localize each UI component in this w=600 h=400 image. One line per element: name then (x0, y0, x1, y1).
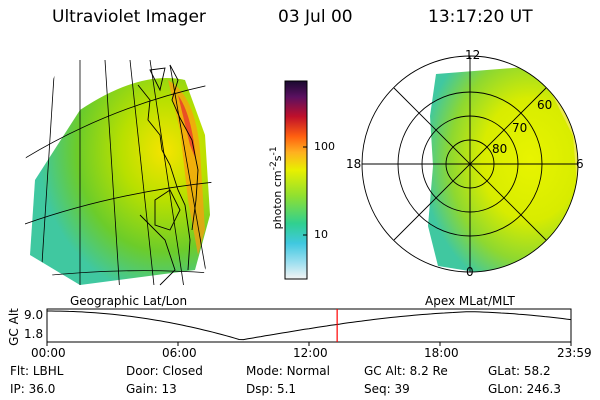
polar-plot (361, 55, 579, 273)
colorbar-tick-10: 10 (314, 228, 328, 241)
apex-projection-label: Apex MLat/MLT (425, 294, 515, 308)
geographic-image (25, 60, 215, 286)
altitude-plot (46, 308, 572, 346)
altitude-xtick-1800: 18:00 (424, 346, 459, 360)
app-title: Ultraviolet Imager (52, 7, 206, 27)
colorbar-tick-100: 100 (314, 140, 335, 153)
mlt-label-18: 18 (346, 157, 362, 171)
altitude-xtick-2359: 23:59 (557, 346, 592, 360)
info-door: Door: Closed (126, 364, 203, 378)
altitude-ytick-bottom: 1.8 (24, 327, 44, 341)
mlt-label-12: 12 (465, 48, 481, 62)
altitude-xtick-0000: 00:00 (31, 346, 66, 360)
mlt-label-6: 6 (576, 157, 584, 171)
info-seq: Seq: 39 (364, 382, 410, 396)
date-label: 03 Jul 00 (278, 7, 353, 27)
colorbar (284, 80, 308, 280)
info-ip: IP: 36.0 (10, 382, 56, 396)
info-glon: GLon: 246.3 (488, 382, 561, 396)
colorbar-unit-label: photon cm-2s-1 (268, 146, 284, 230)
altitude-ylabel: GC Alt (6, 308, 21, 346)
info-gain: Gain: 13 (126, 382, 177, 396)
altitude-ytick-top: 9.0 (24, 308, 44, 322)
altitude-xtick-0600: 06:00 (162, 346, 197, 360)
mlat-label-60: 60 (537, 98, 553, 112)
altitude-xtick-1200: 12:00 (293, 346, 328, 360)
info-flt: Flt: LBHL (10, 364, 64, 378)
info-glat: GLat: 58.2 (488, 364, 551, 378)
time-label: 13:17:20 UT (428, 7, 533, 27)
mlat-label-70: 70 (512, 121, 528, 135)
info-mode: Mode: Normal (246, 364, 330, 378)
mlt-label-0: 0 (466, 265, 474, 279)
mlat-label-80: 80 (492, 142, 508, 156)
info-gc-alt: GC Alt: 8.2 Re (364, 364, 448, 378)
info-dsp: Dsp: 5.1 (246, 382, 297, 396)
geographic-projection-label: Geographic Lat/Lon (70, 294, 188, 308)
